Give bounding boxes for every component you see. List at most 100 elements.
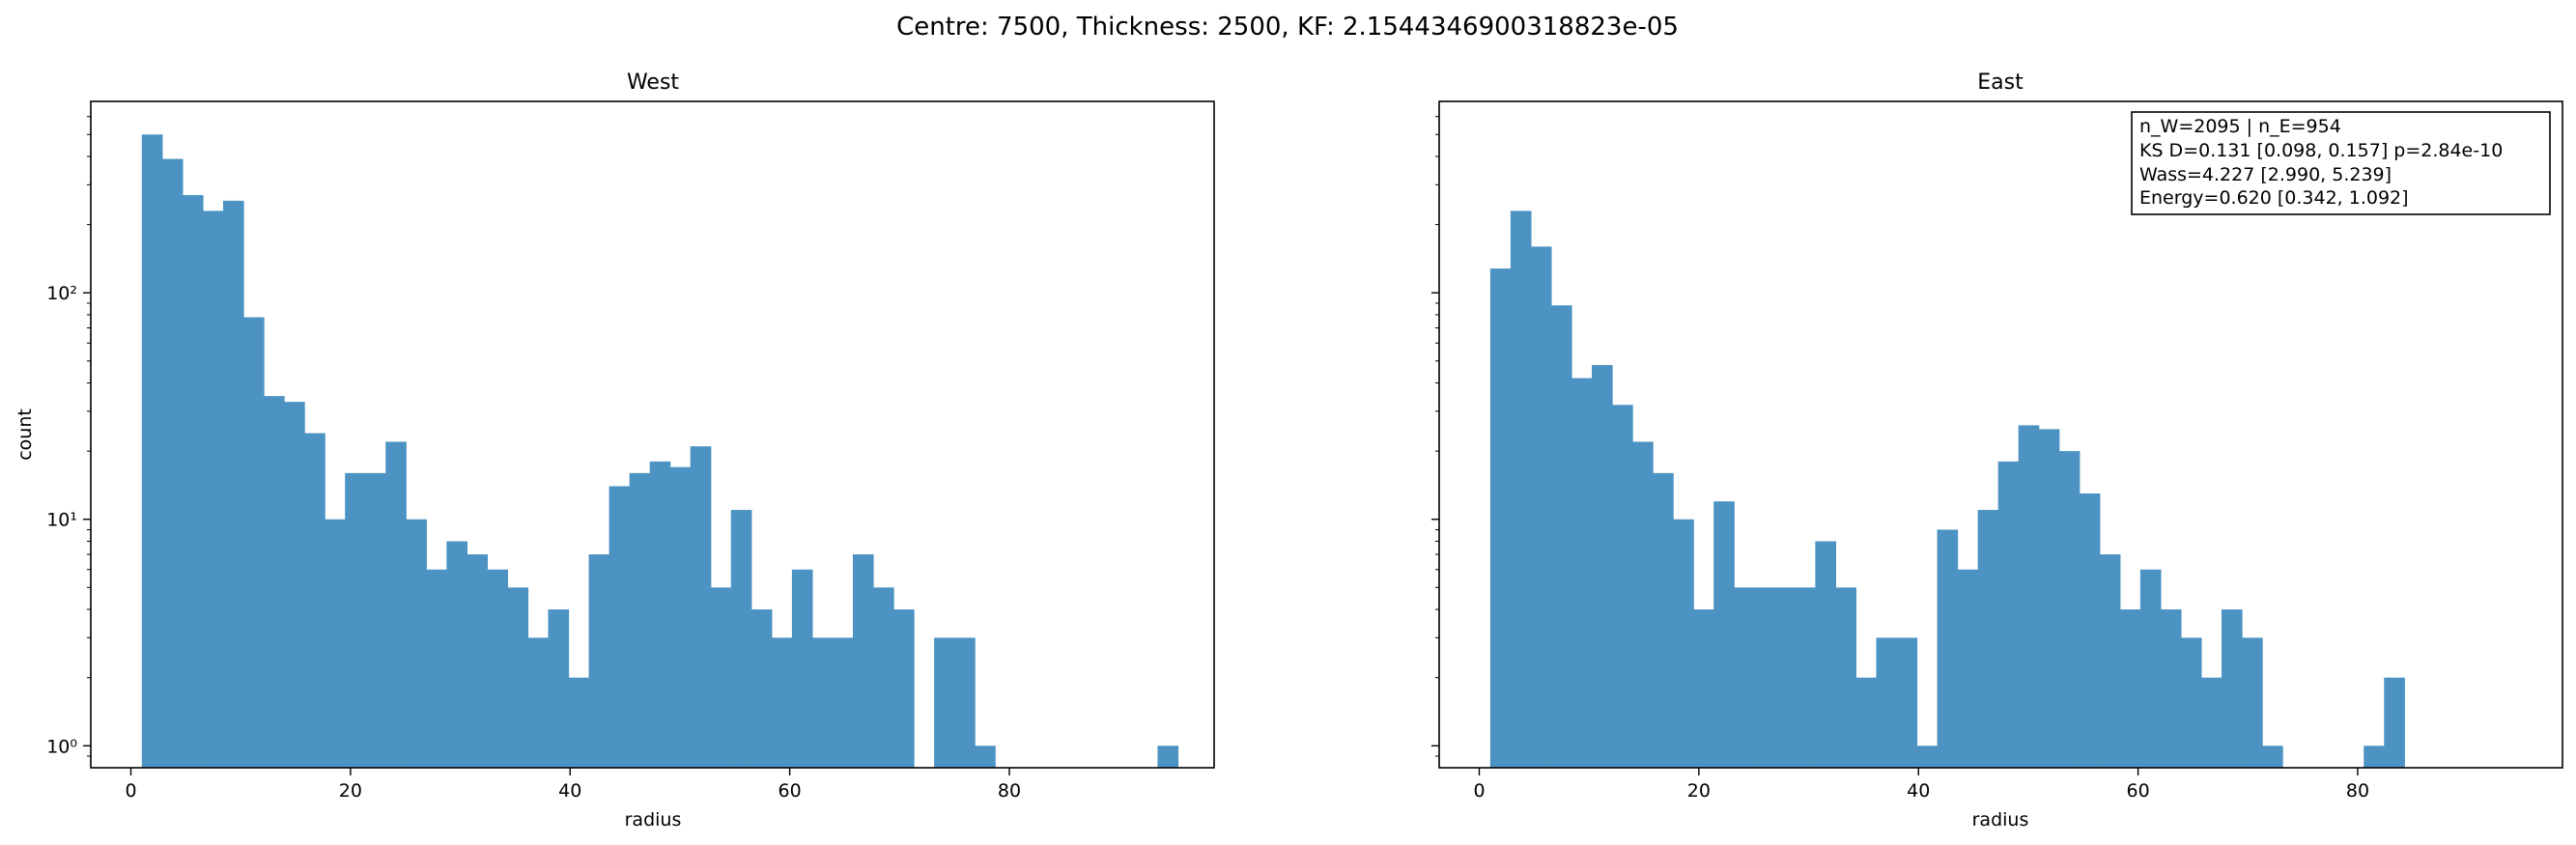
histogram-bar [690,446,712,768]
histogram-bar [304,433,326,768]
stats-annotation-line: Wass=4.227 [2.990, 5.239] [2139,164,2392,185]
x-tick-label: 80 [2346,780,2369,802]
histogram-bar [1612,405,1633,768]
histogram-bar [406,519,427,768]
histogram-bar [2038,429,2060,768]
x-tick-label: 40 [1907,780,1930,802]
histogram-bar [1754,587,1775,768]
east-x-axis-label: radius [1972,809,2029,831]
histogram-bar [2262,746,2283,768]
histogram-bar [1937,529,1959,768]
histogram-bar [202,211,224,768]
histogram-bar [588,554,610,768]
histogram-bar [2058,451,2081,768]
histogram-bar [1774,587,1796,768]
histogram-bar [750,609,773,768]
histogram-bar [1734,587,1755,768]
histogram-bar [1916,746,1939,768]
histogram-bar [2099,554,2121,768]
west-panel-title: West [627,70,679,95]
histogram-bar [1571,378,1593,768]
histogram-bar [1693,609,1714,768]
east-axes-frame [1438,100,2563,769]
histogram-bar [1855,677,1878,768]
stats-annotation-frame [2131,111,2551,215]
histogram-bar [141,134,163,768]
histogram-bar [182,195,204,768]
histogram-bar [365,472,386,768]
y-tick-label: 10² [46,283,77,304]
histogram-bar [1896,637,1918,768]
histogram-bar [467,554,488,768]
figure-suptitle: Centre: 7500, Thickness: 2500, KF: 2.154… [896,13,1679,42]
histogram-bar [1795,587,1816,768]
histogram-bar [1632,441,1654,768]
histogram-bar [1957,569,1979,768]
x-tick-label: 60 [778,780,802,802]
west-y-axis-label: count [14,408,36,461]
histogram-bar [426,569,447,768]
histogram-bar [161,158,184,768]
histogram-bar [2079,493,2101,768]
histogram-bar [2160,609,2182,768]
histogram-bar [1673,519,1694,768]
histogram-bar [669,466,692,768]
histogram-bar [568,677,590,768]
x-tick-label: 20 [339,780,362,802]
east-panel-title: East [1977,70,2024,95]
histogram-bar [385,441,407,768]
histogram-bar [710,587,732,768]
histogram-bar [2139,569,2162,768]
histogram-bar [284,402,305,768]
east-bars [1489,211,2405,768]
histogram-bar [2242,637,2263,768]
histogram-bar [852,554,874,768]
x-tick-label: 40 [558,780,581,802]
histogram-bar [1997,461,2020,768]
histogram-bar [629,472,651,768]
east-histogram-panel: East 0 20 40 60 80 radius n_W=2095 | n_E=954… [1431,70,2563,831]
histogram-bar [649,461,671,768]
histogram-bar [1530,246,1552,768]
histogram-bar [873,587,894,768]
histogram-bar [975,746,996,768]
histogram-bar [954,637,976,768]
histogram-bar [1489,268,1512,768]
histogram-bar [507,587,529,768]
histogram-bar [893,609,915,768]
histogram-bar [730,510,752,768]
histogram-bar [2180,637,2202,768]
west-bars [141,134,1179,769]
histogram-bar [832,637,854,768]
histogram-bar [791,569,813,768]
histogram-bar [1713,501,1735,768]
histogram-bar [1550,305,1572,768]
histogram-bar [2119,609,2141,768]
histogram-bar [2200,677,2222,768]
histogram-bar [243,317,265,768]
stats-annotation-line: KS D=0.131 [0.098, 0.157] p=2.84e-10 [2139,140,2503,161]
histogram-bar [1835,587,1857,768]
histogram-bar [1157,746,1179,768]
histogram-bar [1592,364,1613,768]
histogram-bar [1876,637,1898,768]
histogram-bar [487,569,509,768]
stats-annotation-box: n_W=2095 | n_E=954 KS D=0.131 [0.098, 0.… [2131,111,2551,215]
west-axes-frame [90,100,1215,769]
histogram-bar [1653,472,1674,768]
histogram-bar [771,637,793,768]
y-tick-label: 10¹ [46,510,77,531]
histogram-bar [548,609,570,768]
histogram-bar [264,396,285,768]
histogram-bar [1977,510,1999,768]
histogram-bar [2018,425,2040,768]
histogram-bar [934,637,955,768]
west-x-axis-label: radius [625,809,682,831]
histogram-bar [446,541,467,768]
histogram-bar [325,519,346,768]
x-tick-label: 0 [1473,780,1485,802]
histogram-bar [1815,541,1836,768]
histogram-bar [2364,746,2385,768]
histogram-bar [811,637,834,768]
